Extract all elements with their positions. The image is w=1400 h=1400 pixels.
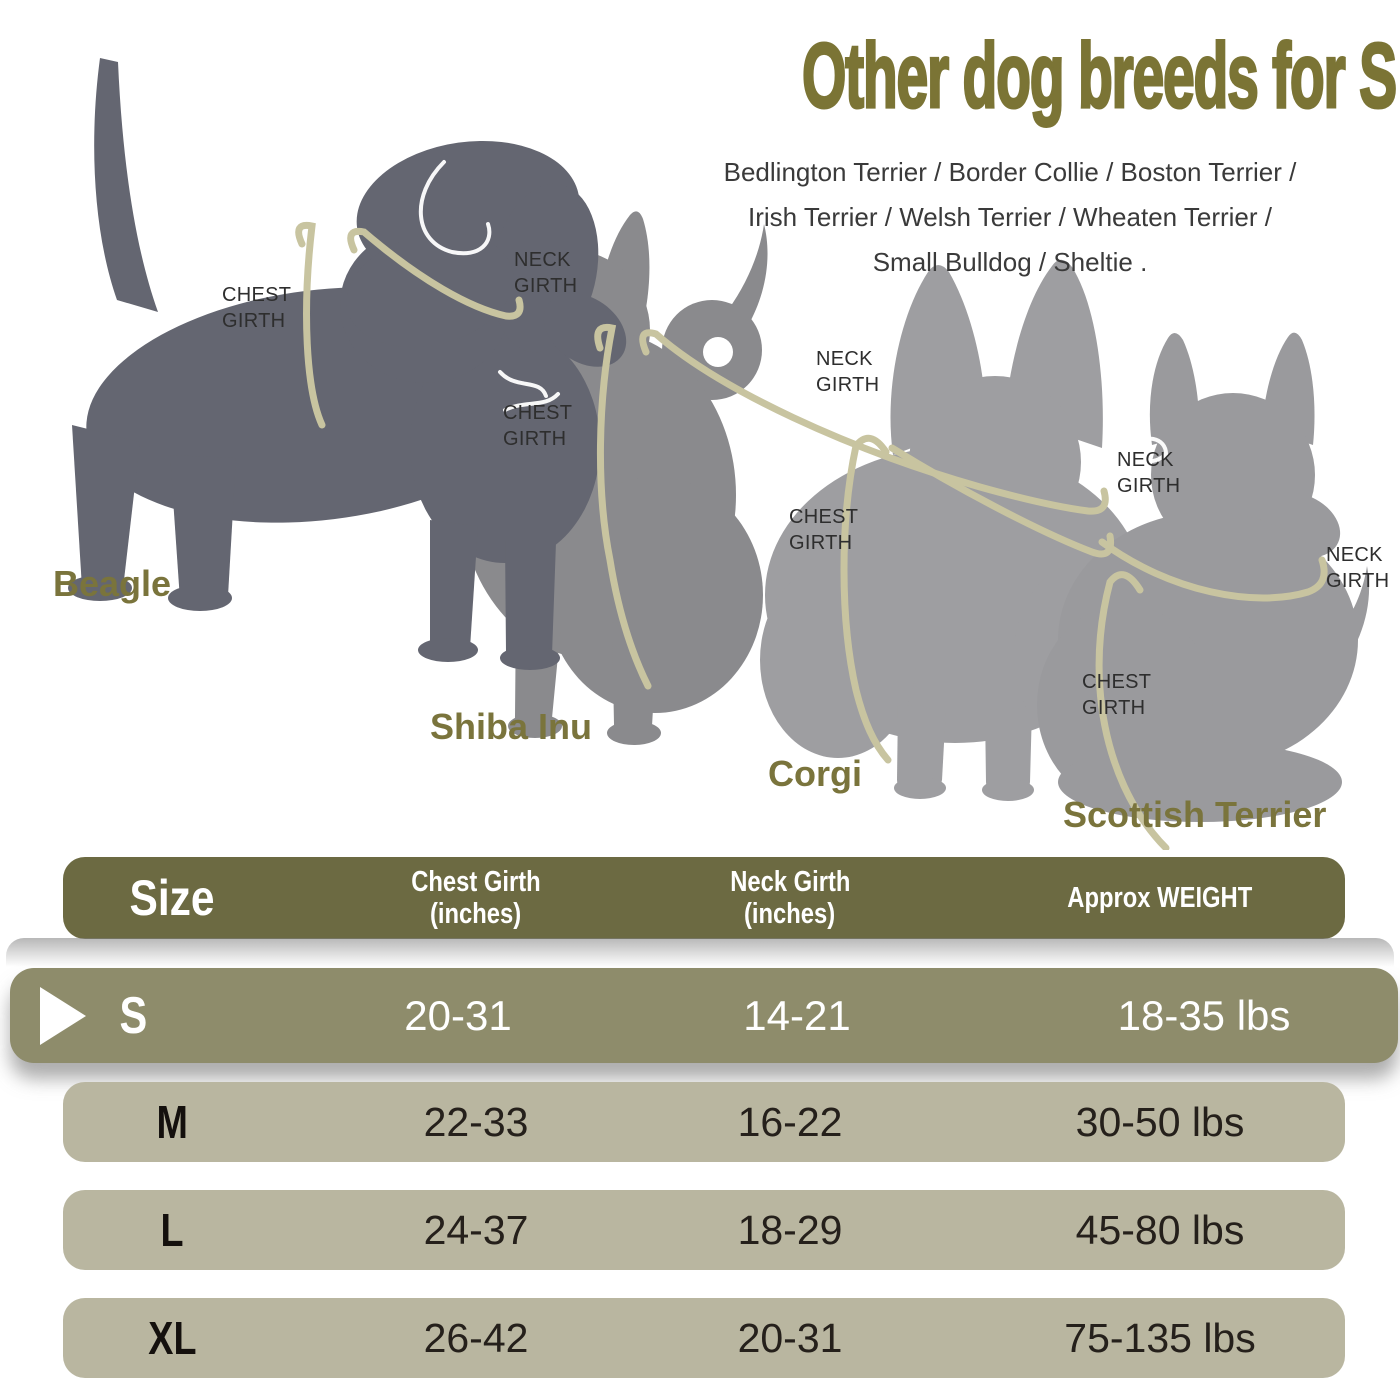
cell-size: XL [147, 1312, 197, 1364]
cell-chest-girth: 20-31 [404, 991, 512, 1039]
breed-list-line: Small Bulldog / Sheltie . [872, 247, 1148, 277]
page-title: Other dog breeds for S [801, 25, 1398, 127]
beagle-neck-girth-label: NECK GIRTH [514, 249, 578, 298]
dog-silhouettes-graphic [68, 58, 1370, 850]
header-neck-girth: Neck Girth (inches) [729, 865, 851, 930]
cell-weight: 30-50 lbs [1075, 1098, 1245, 1145]
table-row-size-xl: XL 26-42 20-31 75-135 lbs [63, 1298, 1345, 1378]
cell-neck-girth: 14-21 [743, 991, 851, 1039]
cell-chest-girth: 24-37 [423, 1206, 529, 1253]
table-header-row: Size Chest Girth (inches) Neck Girth (in… [63, 857, 1345, 939]
table-row-size-s-selected: S 20-31 14-21 18-35 lbs [10, 968, 1398, 1063]
corgi-chest-girth-label: CHEST GIRTH [789, 506, 858, 555]
girth-measure-straps [295, 221, 1328, 850]
table-row-size-m: M 22-33 16-22 30-50 lbs [63, 1082, 1345, 1162]
header-approx-weight: Approx WEIGHT [1067, 881, 1253, 914]
breed-list-line: Bedlington Terrier / Border Collie / Bos… [723, 157, 1297, 187]
cell-neck-girth: 20-31 [737, 1314, 843, 1361]
breed-label-beagle: Beagle [53, 563, 172, 604]
cell-size: L [160, 1204, 184, 1256]
cell-chest-girth: 26-42 [423, 1314, 529, 1361]
cell-size: S [119, 986, 147, 1045]
cell-neck-girth: 16-22 [737, 1098, 843, 1145]
cell-weight: 75-135 lbs [1064, 1314, 1256, 1361]
breed-list-line: Irish Terrier / Welsh Terrier / Wheaten … [747, 202, 1272, 232]
breed-label-shiba-inu: Shiba Inu [430, 706, 592, 747]
selected-size-arrow-icon [40, 986, 86, 1045]
beagle-chest-girth-label: CHEST GIRTH [222, 284, 291, 333]
highlight-shadow-band [6, 938, 1394, 970]
shiba-neck-girth-label: NECK GIRTH [816, 348, 880, 397]
shiba-chest-girth-label: CHEST GIRTH [503, 402, 572, 451]
scottie-chest-girth-label: CHEST GIRTH [1082, 671, 1151, 720]
beagle-silhouette [68, 58, 627, 670]
cell-weight: 18-35 lbs [1117, 991, 1291, 1039]
breed-label-corgi: Corgi [768, 753, 862, 794]
table-row-size-l: L 24-37 18-29 45-80 lbs [63, 1190, 1345, 1270]
white-outline-details [419, 160, 1169, 464]
scottie-neck-girth-label: NECK GIRTH [1326, 544, 1390, 593]
breed-list-subtitle: Bedlington Terrier / Border Collie / Bos… [650, 150, 1370, 285]
cell-size: M [156, 1096, 188, 1148]
corgi-neck-girth-label: NECK GIRTH [1117, 449, 1181, 498]
cell-neck-girth: 18-29 [737, 1206, 843, 1253]
header-size: Size [129, 870, 215, 926]
breed-label-scottish-terrier: Scottish Terrier [1063, 794, 1327, 835]
cell-chest-girth: 22-33 [423, 1098, 529, 1145]
cell-weight: 45-80 lbs [1075, 1206, 1245, 1253]
header-chest-girth: Chest Girth (inches) [411, 865, 541, 930]
